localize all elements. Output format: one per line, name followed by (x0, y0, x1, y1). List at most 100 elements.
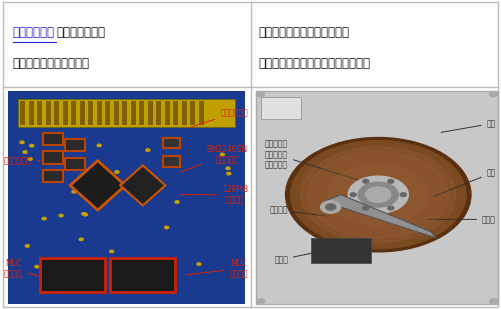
Circle shape (366, 187, 391, 202)
Text: XXXX
储存芯片: XXXX 储存芯片 (66, 270, 79, 280)
Circle shape (286, 138, 471, 252)
Text: 空气过滤片: 空气过滤片 (265, 105, 296, 114)
FancyBboxPatch shape (114, 101, 119, 125)
Circle shape (301, 147, 456, 243)
FancyBboxPatch shape (37, 101, 42, 125)
Circle shape (82, 213, 86, 215)
Circle shape (400, 193, 406, 197)
FancyBboxPatch shape (71, 101, 76, 125)
Circle shape (197, 263, 201, 265)
FancyBboxPatch shape (65, 158, 85, 170)
Circle shape (363, 206, 369, 210)
FancyBboxPatch shape (199, 101, 204, 125)
Polygon shape (70, 161, 125, 210)
Circle shape (257, 92, 265, 97)
Text: 电源管理模块: 电源管理模块 (190, 108, 248, 127)
Circle shape (26, 245, 30, 247)
FancyBboxPatch shape (43, 151, 63, 164)
FancyBboxPatch shape (110, 258, 175, 292)
FancyBboxPatch shape (43, 170, 63, 182)
FancyBboxPatch shape (29, 101, 34, 125)
Circle shape (97, 144, 101, 147)
FancyBboxPatch shape (65, 139, 85, 151)
FancyBboxPatch shape (40, 258, 105, 292)
Circle shape (20, 141, 24, 144)
Text: 电源管理模块: 电源管理模块 (4, 156, 40, 165)
Circle shape (388, 206, 394, 210)
Circle shape (175, 201, 179, 203)
Circle shape (165, 226, 169, 229)
Circle shape (84, 214, 88, 216)
FancyBboxPatch shape (182, 101, 187, 125)
Circle shape (489, 92, 497, 97)
Text: MLC
储存芯片: MLC 储存芯片 (4, 259, 43, 278)
Text: 磁盘: 磁盘 (441, 119, 496, 132)
FancyBboxPatch shape (165, 101, 170, 125)
FancyBboxPatch shape (80, 101, 85, 125)
Circle shape (146, 183, 150, 186)
Text: 普通机械硬盘内部主要部件：: 普通机械硬盘内部主要部件： (258, 26, 349, 39)
FancyBboxPatch shape (3, 2, 498, 307)
FancyBboxPatch shape (20, 101, 25, 125)
Circle shape (30, 145, 34, 147)
Text: 主控、闪存芯片、缓存等: 主控、闪存芯片、缓存等 (13, 57, 90, 70)
Text: 磁头: 磁头 (433, 168, 496, 197)
Circle shape (257, 299, 265, 304)
FancyBboxPatch shape (256, 91, 498, 304)
Polygon shape (120, 165, 165, 205)
Circle shape (328, 164, 428, 226)
Circle shape (110, 250, 114, 253)
Circle shape (363, 180, 369, 183)
FancyBboxPatch shape (63, 101, 68, 125)
FancyBboxPatch shape (148, 101, 153, 125)
Circle shape (72, 190, 76, 193)
FancyBboxPatch shape (43, 133, 63, 145)
Circle shape (115, 171, 119, 173)
Circle shape (59, 214, 63, 217)
Circle shape (326, 204, 336, 210)
Circle shape (227, 172, 231, 175)
FancyBboxPatch shape (18, 99, 235, 127)
FancyBboxPatch shape (311, 238, 371, 263)
FancyBboxPatch shape (54, 101, 59, 125)
Circle shape (388, 180, 394, 183)
Circle shape (42, 218, 46, 220)
Text: 主轴、马达、磁盘、磁头、磁头臂等: 主轴、马达、磁盘、磁头、磁头臂等 (258, 57, 370, 70)
Circle shape (226, 167, 230, 170)
Circle shape (321, 201, 341, 213)
Text: 音圈马达: 音圈马达 (270, 205, 326, 216)
FancyBboxPatch shape (131, 101, 136, 125)
Polygon shape (326, 195, 436, 238)
Circle shape (23, 151, 27, 153)
Circle shape (308, 151, 448, 238)
Circle shape (220, 153, 224, 156)
FancyBboxPatch shape (46, 101, 51, 125)
Text: 128MB
高速缓存: 128MB 高速缓存 (181, 185, 248, 204)
Circle shape (358, 182, 398, 207)
FancyBboxPatch shape (122, 101, 127, 125)
FancyBboxPatch shape (163, 156, 180, 167)
FancyBboxPatch shape (97, 101, 102, 125)
Text: 主轴（马达
电机与轴承
在其下方）: 主轴（马达 电机与轴承 在其下方） (265, 140, 363, 181)
FancyBboxPatch shape (156, 101, 161, 125)
Circle shape (35, 265, 39, 268)
Circle shape (348, 176, 408, 213)
Text: 永磁铁: 永磁铁 (274, 251, 323, 264)
Circle shape (28, 158, 32, 160)
Circle shape (291, 141, 466, 249)
Text: XXXX
储存芯片: XXXX 储存芯片 (136, 270, 149, 280)
Circle shape (79, 238, 83, 240)
FancyBboxPatch shape (139, 101, 144, 125)
Circle shape (350, 193, 356, 197)
Text: 金速固态硬盘: 金速固态硬盘 (13, 26, 55, 39)
FancyBboxPatch shape (8, 91, 245, 304)
FancyBboxPatch shape (173, 101, 178, 125)
FancyBboxPatch shape (190, 101, 195, 125)
Text: 磁头臂: 磁头臂 (429, 215, 496, 224)
FancyBboxPatch shape (88, 101, 93, 125)
FancyBboxPatch shape (163, 138, 180, 148)
Text: SM2246EN
高智能主控: SM2246EN 高智能主控 (180, 145, 248, 172)
FancyBboxPatch shape (261, 97, 301, 119)
Circle shape (146, 149, 150, 151)
FancyBboxPatch shape (105, 101, 110, 125)
